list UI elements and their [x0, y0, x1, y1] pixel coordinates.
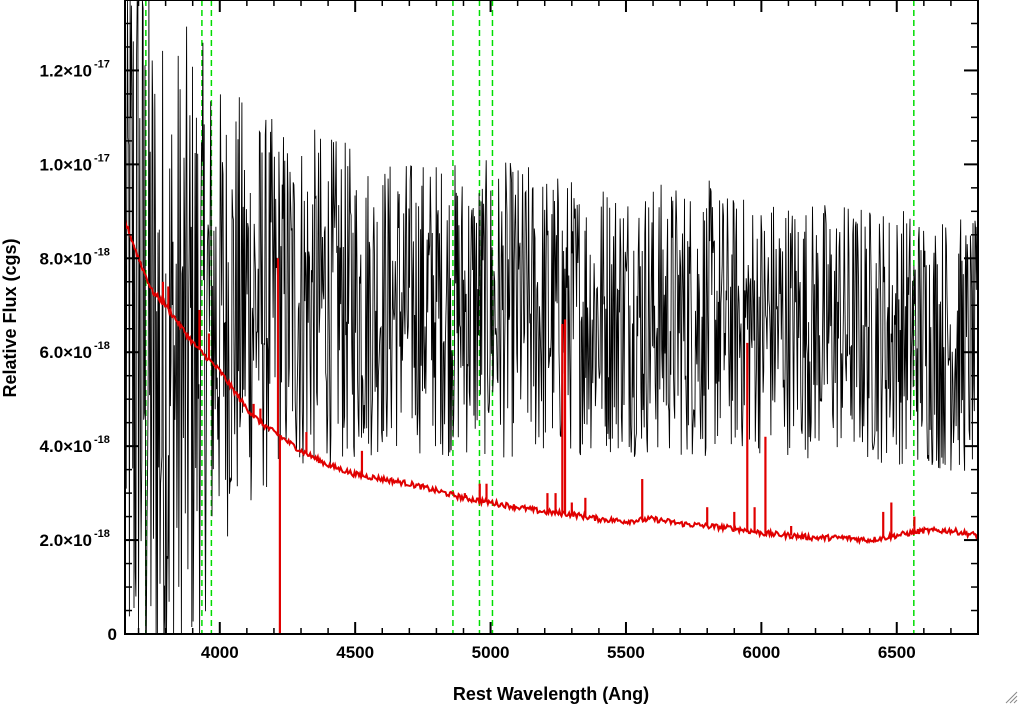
x-tick-label: 4000: [201, 643, 239, 662]
continuum-model-series: [124, 219, 979, 634]
x-axis-ticks: 4000 4500 5000 5500 6000 6500: [137, 0, 979, 662]
continuum-model-line: [124, 219, 979, 546]
observed-spectrum-line: [125, 0, 979, 635]
observed-spectrum-series: [125, 0, 979, 635]
resize-grip-icon[interactable]: [1004, 690, 1018, 704]
x-tick-label: 6000: [742, 643, 780, 662]
y-tick-exponent: -17: [94, 58, 110, 70]
y-tick-label: 0: [108, 625, 117, 644]
y-tick-label: 1.2×10: [40, 61, 92, 80]
y-tick-exponent: -17: [94, 152, 110, 164]
y-tick-exponent: -18: [94, 246, 110, 258]
y-tick-label: 8.0×10: [40, 249, 92, 268]
y-axis-title: Relative Flux (cgs): [0, 238, 20, 397]
reference-lines: [145, 0, 915, 634]
y-tick-label: 6.0×10: [40, 343, 92, 362]
y-tick-label: 2.0×10: [40, 531, 92, 550]
y-axis-ticks: 02.0×10 -184.0×10 -186.0×10 -188.0×10 -181.0…: [40, 22, 978, 644]
x-tick-label: 5500: [607, 643, 645, 662]
plot-frame: [124, 0, 979, 635]
y-tick-label: 1.0×10: [40, 155, 92, 174]
y-tick-label: 4.0×10: [40, 437, 92, 456]
x-tick-label: 5000: [472, 643, 510, 662]
x-tick-label: 4500: [336, 643, 374, 662]
x-axis-title: Rest Wavelength (Ang): [453, 684, 649, 704]
y-tick-exponent: -18: [94, 434, 110, 446]
plot-axes: [124, 0, 979, 635]
x-tick-label: 6500: [878, 643, 916, 662]
y-tick-exponent: -18: [94, 340, 110, 352]
y-tick-exponent: -18: [94, 528, 110, 540]
